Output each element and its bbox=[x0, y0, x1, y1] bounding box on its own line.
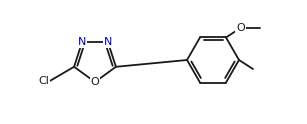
Text: N: N bbox=[78, 37, 86, 47]
Text: O: O bbox=[236, 23, 245, 33]
Text: O: O bbox=[91, 77, 99, 87]
Text: Cl: Cl bbox=[38, 76, 49, 86]
Text: N: N bbox=[104, 37, 112, 47]
